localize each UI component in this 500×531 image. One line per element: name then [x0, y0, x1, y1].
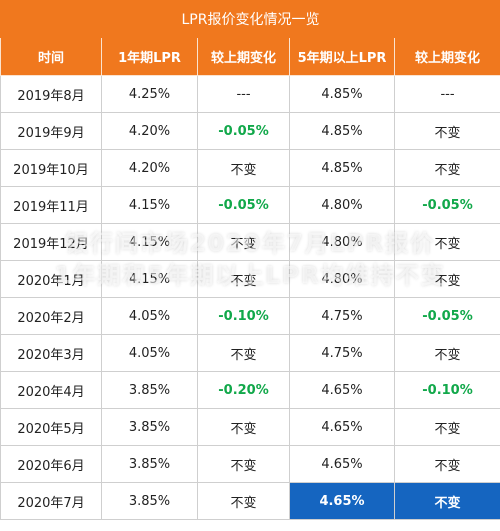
date-cell: 2019年11月: [0, 186, 102, 224]
lpr-1y-cell: 3.85%: [101, 445, 198, 483]
date-cell: 2019年12月: [0, 223, 102, 261]
lpr-1y-cell: 4.15%: [101, 186, 198, 224]
change-5y-cell: 不变: [394, 112, 500, 150]
change-5y-cell: 不变: [394, 408, 500, 446]
lpr-5y-cell: 4.65%: [289, 408, 395, 446]
change-5y-cell: ---: [394, 75, 500, 113]
table-row: 2020年2月 4.05% -0.10% 4.75% -0.05%: [0, 297, 500, 335]
table-row: 2020年6月 3.85% 不变 4.65% 不变: [0, 445, 500, 483]
lpr-5y-cell: 4.80%: [289, 260, 395, 298]
date-cell: 2019年10月: [0, 149, 102, 187]
change-1y-cell: 不变: [197, 482, 290, 520]
lpr-5y-cell: 4.75%: [289, 334, 395, 372]
table-row: 2019年8月 4.25% --- 4.85% ---: [0, 75, 500, 113]
lpr-1y-cell: 3.85%: [101, 371, 198, 409]
table-row: 2019年9月 4.20% -0.05% 4.85% 不变: [0, 112, 500, 150]
lpr-5y-cell: 4.80%: [289, 186, 395, 224]
table-row: 2020年7月 3.85% 不变 4.65% 不变: [0, 482, 500, 520]
change-5y-cell: 不变: [394, 149, 500, 187]
lpr-5y-cell: 4.85%: [289, 112, 395, 150]
change-1y-cell: 不变: [197, 408, 290, 446]
header-1y-change: 较上期变化: [197, 37, 290, 76]
lpr-1y-cell: 4.05%: [101, 297, 198, 335]
lpr-1y-cell: 4.20%: [101, 112, 198, 150]
date-cell: 2020年5月: [0, 408, 102, 446]
header-date: 时间: [0, 37, 102, 76]
change-5y-cell: -0.05%: [394, 297, 500, 335]
lpr-1y-cell: 4.20%: [101, 149, 198, 187]
lpr-5y-cell: 4.65%: [289, 482, 395, 520]
lpr-5y-cell: 4.85%: [289, 149, 395, 187]
change-5y-cell: -0.05%: [394, 186, 500, 224]
lpr-1y-cell: 4.05%: [101, 334, 198, 372]
change-1y-cell: 不变: [197, 223, 290, 261]
lpr-1y-cell: 3.85%: [101, 482, 198, 520]
date-cell: 2020年6月: [0, 445, 102, 483]
header-row: 时间 1年期LPR 较上期变化 5年期以上LPR 较上期变化: [0, 37, 500, 76]
date-cell: 2020年3月: [0, 334, 102, 372]
table-row: 2020年4月 3.85% -0.20% 4.65% -0.10%: [0, 371, 500, 409]
lpr-1y-cell: 4.15%: [101, 260, 198, 298]
table-row: 2020年5月 3.85% 不变 4.65% 不变: [0, 408, 500, 446]
change-5y-cell: 不变: [394, 334, 500, 372]
change-1y-cell: -0.10%: [197, 297, 290, 335]
lpr-5y-cell: 4.65%: [289, 371, 395, 409]
table-row: 2019年10月 4.20% 不变 4.85% 不变: [0, 149, 500, 187]
table-title: LPR报价变化情况一览: [0, 0, 500, 38]
change-5y-cell: -0.10%: [394, 371, 500, 409]
change-5y-cell: 不变: [394, 482, 500, 520]
header-5y-lpr: 5年期以上LPR: [289, 37, 395, 76]
date-cell: 2019年9月: [0, 112, 102, 150]
change-1y-cell: 不变: [197, 334, 290, 372]
change-1y-cell: 不变: [197, 260, 290, 298]
table-row: 2019年11月 4.15% -0.05% 4.80% -0.05%: [0, 186, 500, 224]
lpr-table: LPR报价变化情况一览 时间 1年期LPR 较上期变化 5年期以上LPR 较上期…: [0, 0, 500, 520]
date-cell: 2020年4月: [0, 371, 102, 409]
change-1y-cell: ---: [197, 75, 290, 113]
lpr-1y-cell: 3.85%: [101, 408, 198, 446]
lpr-1y-cell: 4.25%: [101, 75, 198, 113]
date-cell: 2020年2月: [0, 297, 102, 335]
table-row: 2020年3月 4.05% 不变 4.75% 不变: [0, 334, 500, 372]
table-title-row: LPR报价变化情况一览: [0, 0, 500, 38]
lpr-5y-cell: 4.75%: [289, 297, 395, 335]
change-5y-cell: 不变: [394, 223, 500, 261]
change-5y-cell: 不变: [394, 260, 500, 298]
lpr-5y-cell: 4.85%: [289, 75, 395, 113]
lpr-1y-cell: 4.15%: [101, 223, 198, 261]
change-5y-cell: 不变: [394, 445, 500, 483]
change-1y-cell: 不变: [197, 445, 290, 483]
date-cell: 2020年1月: [0, 260, 102, 298]
table-row: 2019年12月 4.15% 不变 4.80% 不变: [0, 223, 500, 261]
date-cell: 2020年7月: [0, 482, 102, 520]
lpr-5y-cell: 4.65%: [289, 445, 395, 483]
change-1y-cell: -0.20%: [197, 371, 290, 409]
change-1y-cell: -0.05%: [197, 186, 290, 224]
header-1y-lpr: 1年期LPR: [101, 37, 198, 76]
lpr-5y-cell: 4.80%: [289, 223, 395, 261]
date-cell: 2019年8月: [0, 75, 102, 113]
header-5y-change: 较上期变化: [394, 37, 500, 76]
table-row: 2020年1月 4.15% 不变 4.80% 不变: [0, 260, 500, 298]
change-1y-cell: 不变: [197, 149, 290, 187]
change-1y-cell: -0.05%: [197, 112, 290, 150]
